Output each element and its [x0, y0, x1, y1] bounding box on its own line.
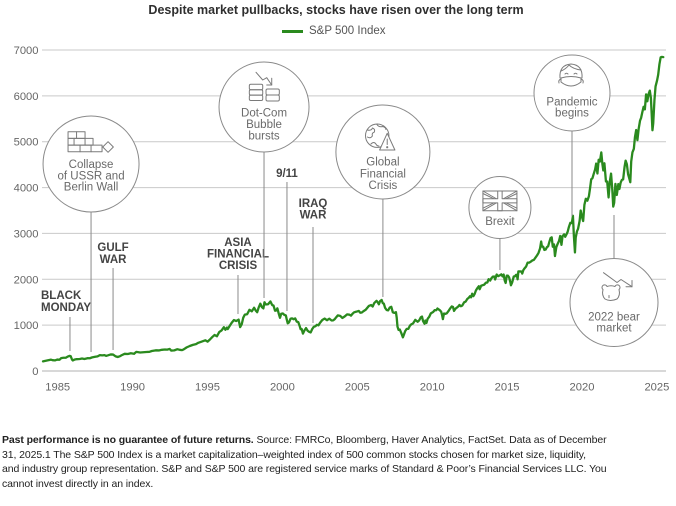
- footnote-line: Past performance is no guarantee of futu…: [2, 433, 676, 448]
- annotation-label: Berlin Wall: [64, 182, 119, 194]
- footnote-line: cannot invest directly in an index.: [2, 477, 154, 490]
- event-label: GULF: [97, 242, 128, 254]
- x-tick-label: 2015: [495, 382, 520, 394]
- annotation-label: bursts: [248, 131, 280, 143]
- y-tick-label: 2000: [14, 274, 39, 286]
- event-label: ASIA: [224, 237, 251, 249]
- event-label: WAR: [100, 254, 128, 266]
- chart-title: Despite market pullbacks, stocks have ri…: [148, 3, 524, 17]
- event-label: FINANCIAL: [207, 249, 269, 261]
- y-tick-label: 4000: [14, 183, 39, 195]
- footnote-text: Source: FMRCo, Bloomberg, Haver Analytic…: [253, 434, 607, 446]
- gridlines: [42, 49, 666, 372]
- annotation-label: Pandemic: [546, 97, 597, 109]
- annotation-brexit: Brexit: [468, 176, 532, 270]
- y-tick-label: 3000: [14, 228, 39, 240]
- annotation-label: of USSR and: [57, 171, 124, 183]
- annotation-circle: [42, 115, 140, 213]
- annotation-label: Dot-Com: [241, 107, 287, 119]
- globe-warning-icon: [365, 123, 396, 151]
- footnote-line: and industry group representation. S&P a…: [2, 463, 607, 476]
- x-tick-label: 2005: [345, 382, 370, 394]
- uk-flag-icon: [482, 190, 518, 212]
- annotation-label: 2022 bear: [588, 312, 640, 324]
- sp500-series-line: [41, 55, 665, 363]
- x-tick-label: 2010: [420, 382, 445, 394]
- event-label: IRAQ: [299, 198, 328, 210]
- annotation-label: Brexit: [485, 216, 515, 228]
- event-label: MONDAY: [41, 302, 91, 314]
- annotation-label: Financial: [360, 168, 406, 180]
- x-axis: 1985 1990 1995 2000 2005 2010 2015 2020 2025: [45, 382, 669, 394]
- x-tick-label: 1995: [195, 382, 220, 394]
- disclaimer-bold: Past performance is no guarantee of futu…: [2, 434, 254, 446]
- x-tick-label: 2020: [570, 382, 595, 394]
- bear-down-arrow-icon: [601, 272, 633, 301]
- annotation-label: Bubble: [246, 119, 282, 131]
- annotation-label: Collapse: [69, 159, 114, 171]
- event-label: CRISIS: [219, 260, 258, 272]
- x-tick-label: 2000: [270, 382, 295, 394]
- x-tick-label: 1985: [45, 382, 70, 394]
- legend-swatch-line: [282, 29, 303, 33]
- y-tick-label: 1000: [14, 320, 39, 332]
- y-tick-label: 6000: [14, 91, 39, 103]
- x-tick-label: 1990: [120, 382, 145, 394]
- event-label: WAR: [300, 210, 328, 222]
- annotation-circle: [335, 104, 431, 200]
- falling-coins-icon: [248, 71, 280, 102]
- brick-wall-icon: [67, 131, 114, 153]
- masked-face-icon: [558, 63, 584, 87]
- event-label: 9/11: [276, 168, 298, 180]
- event-label: BLACK: [41, 290, 82, 302]
- annotation-label: Global: [366, 157, 399, 169]
- y-axis: 0 1000 2000 3000 4000 5000 6000 7000: [14, 45, 39, 378]
- y-tick-label: 5000: [14, 137, 39, 149]
- series-layer: [41, 55, 665, 363]
- footnote: Past performance is no guarantee of futu…: [2, 433, 676, 491]
- annotation-label: begins: [555, 108, 589, 120]
- legend: S&P 500 Index: [282, 24, 386, 38]
- annotation-label: Crisis: [369, 180, 398, 192]
- y-tick-label: 7000: [14, 45, 39, 57]
- x-tick-label: 2025: [644, 382, 669, 394]
- legend-label: S&P 500 Index: [309, 25, 386, 37]
- annotation-circle: [218, 61, 310, 153]
- y-tick-label: 0: [32, 366, 38, 378]
- annotation-circle: [533, 54, 611, 132]
- annotation-circle: [569, 258, 659, 347]
- annotation-nine-eleven: 9/11: [276, 168, 298, 311]
- footnote-line: 31, 2025.1 The S&P 500 Index is a market…: [2, 448, 586, 461]
- annotation-label: market: [596, 323, 632, 335]
